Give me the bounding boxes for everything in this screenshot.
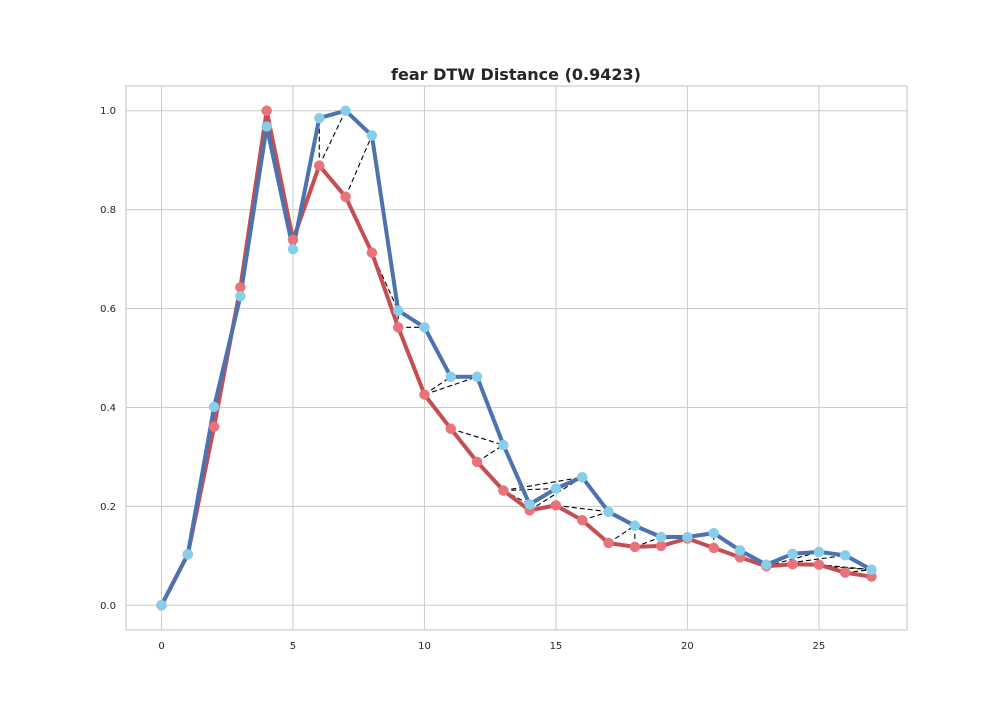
series-2-point — [471, 371, 483, 383]
series-1-point — [471, 456, 483, 468]
y-tick-label: 0.2 — [100, 502, 116, 513]
alignment-line — [318, 110, 347, 166]
series-1-point — [419, 389, 430, 400]
alignment-line — [503, 476, 583, 492]
series-1-point — [366, 247, 378, 258]
series-2-point — [314, 112, 325, 124]
x-tick-label: 0 — [158, 641, 164, 652]
series-2-point — [550, 483, 562, 494]
series-lines — [159, 108, 874, 608]
tick-labels: 0 5 10 15 20 25 0.0 0.2 0.4 0.6 0.8 1.0 — [100, 106, 825, 652]
x-tick-label: 5 — [290, 641, 296, 652]
series-1-point — [655, 540, 667, 552]
series-1-point — [314, 160, 325, 171]
series-2-point — [182, 549, 194, 560]
series-markers — [156, 105, 877, 611]
series-1-point — [576, 514, 588, 526]
series-2-point — [524, 499, 535, 510]
series-2-point — [682, 531, 693, 543]
series-2-point — [156, 600, 167, 611]
series-2-point — [287, 243, 299, 255]
alignment-line — [450, 428, 504, 446]
alignment-line — [792, 563, 872, 571]
series-1-point — [235, 282, 246, 293]
series-1-point — [787, 558, 798, 570]
chart-title: fear DTW Distance (0.9423) — [391, 65, 641, 84]
alignment-line — [345, 135, 373, 197]
series-2-point — [392, 305, 404, 316]
series-2-point — [655, 531, 667, 543]
y-tick-label: 1.0 — [100, 106, 116, 117]
series-2-point — [708, 527, 719, 539]
series-2-point — [366, 130, 378, 141]
series-2-point — [839, 550, 851, 561]
y-tick-label: 0.6 — [100, 304, 116, 315]
series-2-point — [576, 471, 588, 483]
series-2-point — [603, 506, 614, 518]
plot-area-border — [125, 85, 908, 631]
series-2-point — [813, 546, 825, 558]
y-tick-label: 0.8 — [100, 205, 116, 216]
series-1-point — [603, 537, 614, 549]
series-2-point — [340, 105, 351, 116]
series-line-1 — [159, 108, 874, 608]
series-2-point — [208, 401, 220, 413]
series-2-point — [498, 439, 509, 451]
series-1-point — [498, 485, 509, 496]
series-1-point — [261, 105, 272, 116]
alignment-line — [766, 554, 846, 567]
x-tick-label: 10 — [418, 641, 431, 652]
x-tick-label: 25 — [813, 641, 826, 652]
series-1-point — [550, 500, 562, 511]
series-1-point — [708, 542, 719, 554]
plot-frame — [125, 85, 908, 631]
series-2-point — [235, 290, 246, 302]
series-1-point — [813, 559, 825, 570]
alignment-line — [424, 376, 452, 396]
series-1-point — [839, 567, 851, 578]
series-1-point — [629, 541, 641, 553]
alignment-line — [424, 376, 478, 396]
grid-lines — [126, 86, 907, 630]
series-2-point — [261, 121, 272, 132]
series-2-point — [866, 564, 877, 575]
x-tick-label: 20 — [681, 641, 694, 652]
x-tick-label: 15 — [550, 641, 563, 652]
series-2-point — [629, 520, 641, 531]
series-1-point — [392, 322, 404, 333]
y-tick-label: 0.0 — [100, 601, 116, 612]
series-2-point — [734, 545, 746, 556]
series-1-point — [340, 191, 351, 203]
series-2-point — [419, 322, 430, 333]
series-2-point — [761, 559, 772, 570]
y-tick-label: 0.4 — [100, 403, 116, 414]
series-2-point — [787, 548, 798, 560]
alignment-line — [555, 504, 609, 513]
series-line-2 — [159, 108, 874, 608]
dtw-alignment-lines — [213, 110, 873, 577]
series-1-point — [287, 234, 299, 246]
series-1-point — [208, 421, 220, 432]
series-1-point — [445, 423, 457, 434]
alignment-line — [503, 488, 556, 492]
series-2-point — [445, 371, 457, 383]
